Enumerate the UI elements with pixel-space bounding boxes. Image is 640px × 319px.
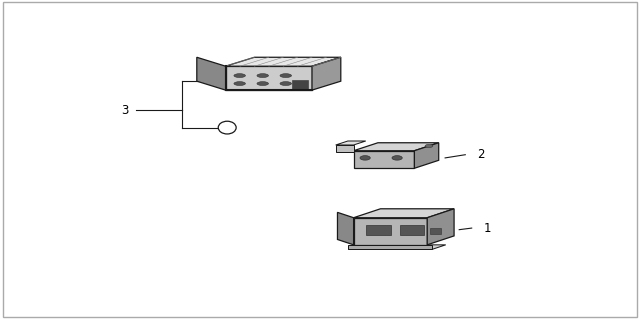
Polygon shape (415, 143, 439, 168)
Text: 3: 3 (121, 104, 129, 116)
Ellipse shape (392, 156, 403, 160)
Ellipse shape (234, 82, 246, 85)
Polygon shape (226, 57, 340, 66)
Ellipse shape (280, 82, 292, 85)
Ellipse shape (425, 144, 433, 147)
Polygon shape (226, 66, 312, 90)
Polygon shape (428, 209, 454, 245)
Ellipse shape (360, 156, 370, 160)
Bar (400, 225, 424, 235)
Polygon shape (354, 209, 454, 218)
Text: 1: 1 (483, 222, 491, 234)
Ellipse shape (234, 74, 246, 78)
Polygon shape (335, 145, 354, 152)
Ellipse shape (257, 74, 269, 78)
Polygon shape (349, 245, 433, 249)
Bar (430, 228, 442, 234)
Polygon shape (312, 57, 340, 90)
Polygon shape (354, 218, 428, 245)
Polygon shape (354, 143, 439, 151)
Polygon shape (349, 245, 445, 249)
Polygon shape (354, 151, 415, 168)
Polygon shape (337, 212, 354, 245)
Ellipse shape (280, 74, 292, 78)
Ellipse shape (257, 82, 269, 85)
Ellipse shape (218, 121, 236, 134)
Bar (292, 79, 307, 88)
Polygon shape (335, 141, 366, 145)
Text: 2: 2 (477, 148, 484, 161)
Polygon shape (197, 57, 226, 90)
Bar (366, 225, 390, 235)
